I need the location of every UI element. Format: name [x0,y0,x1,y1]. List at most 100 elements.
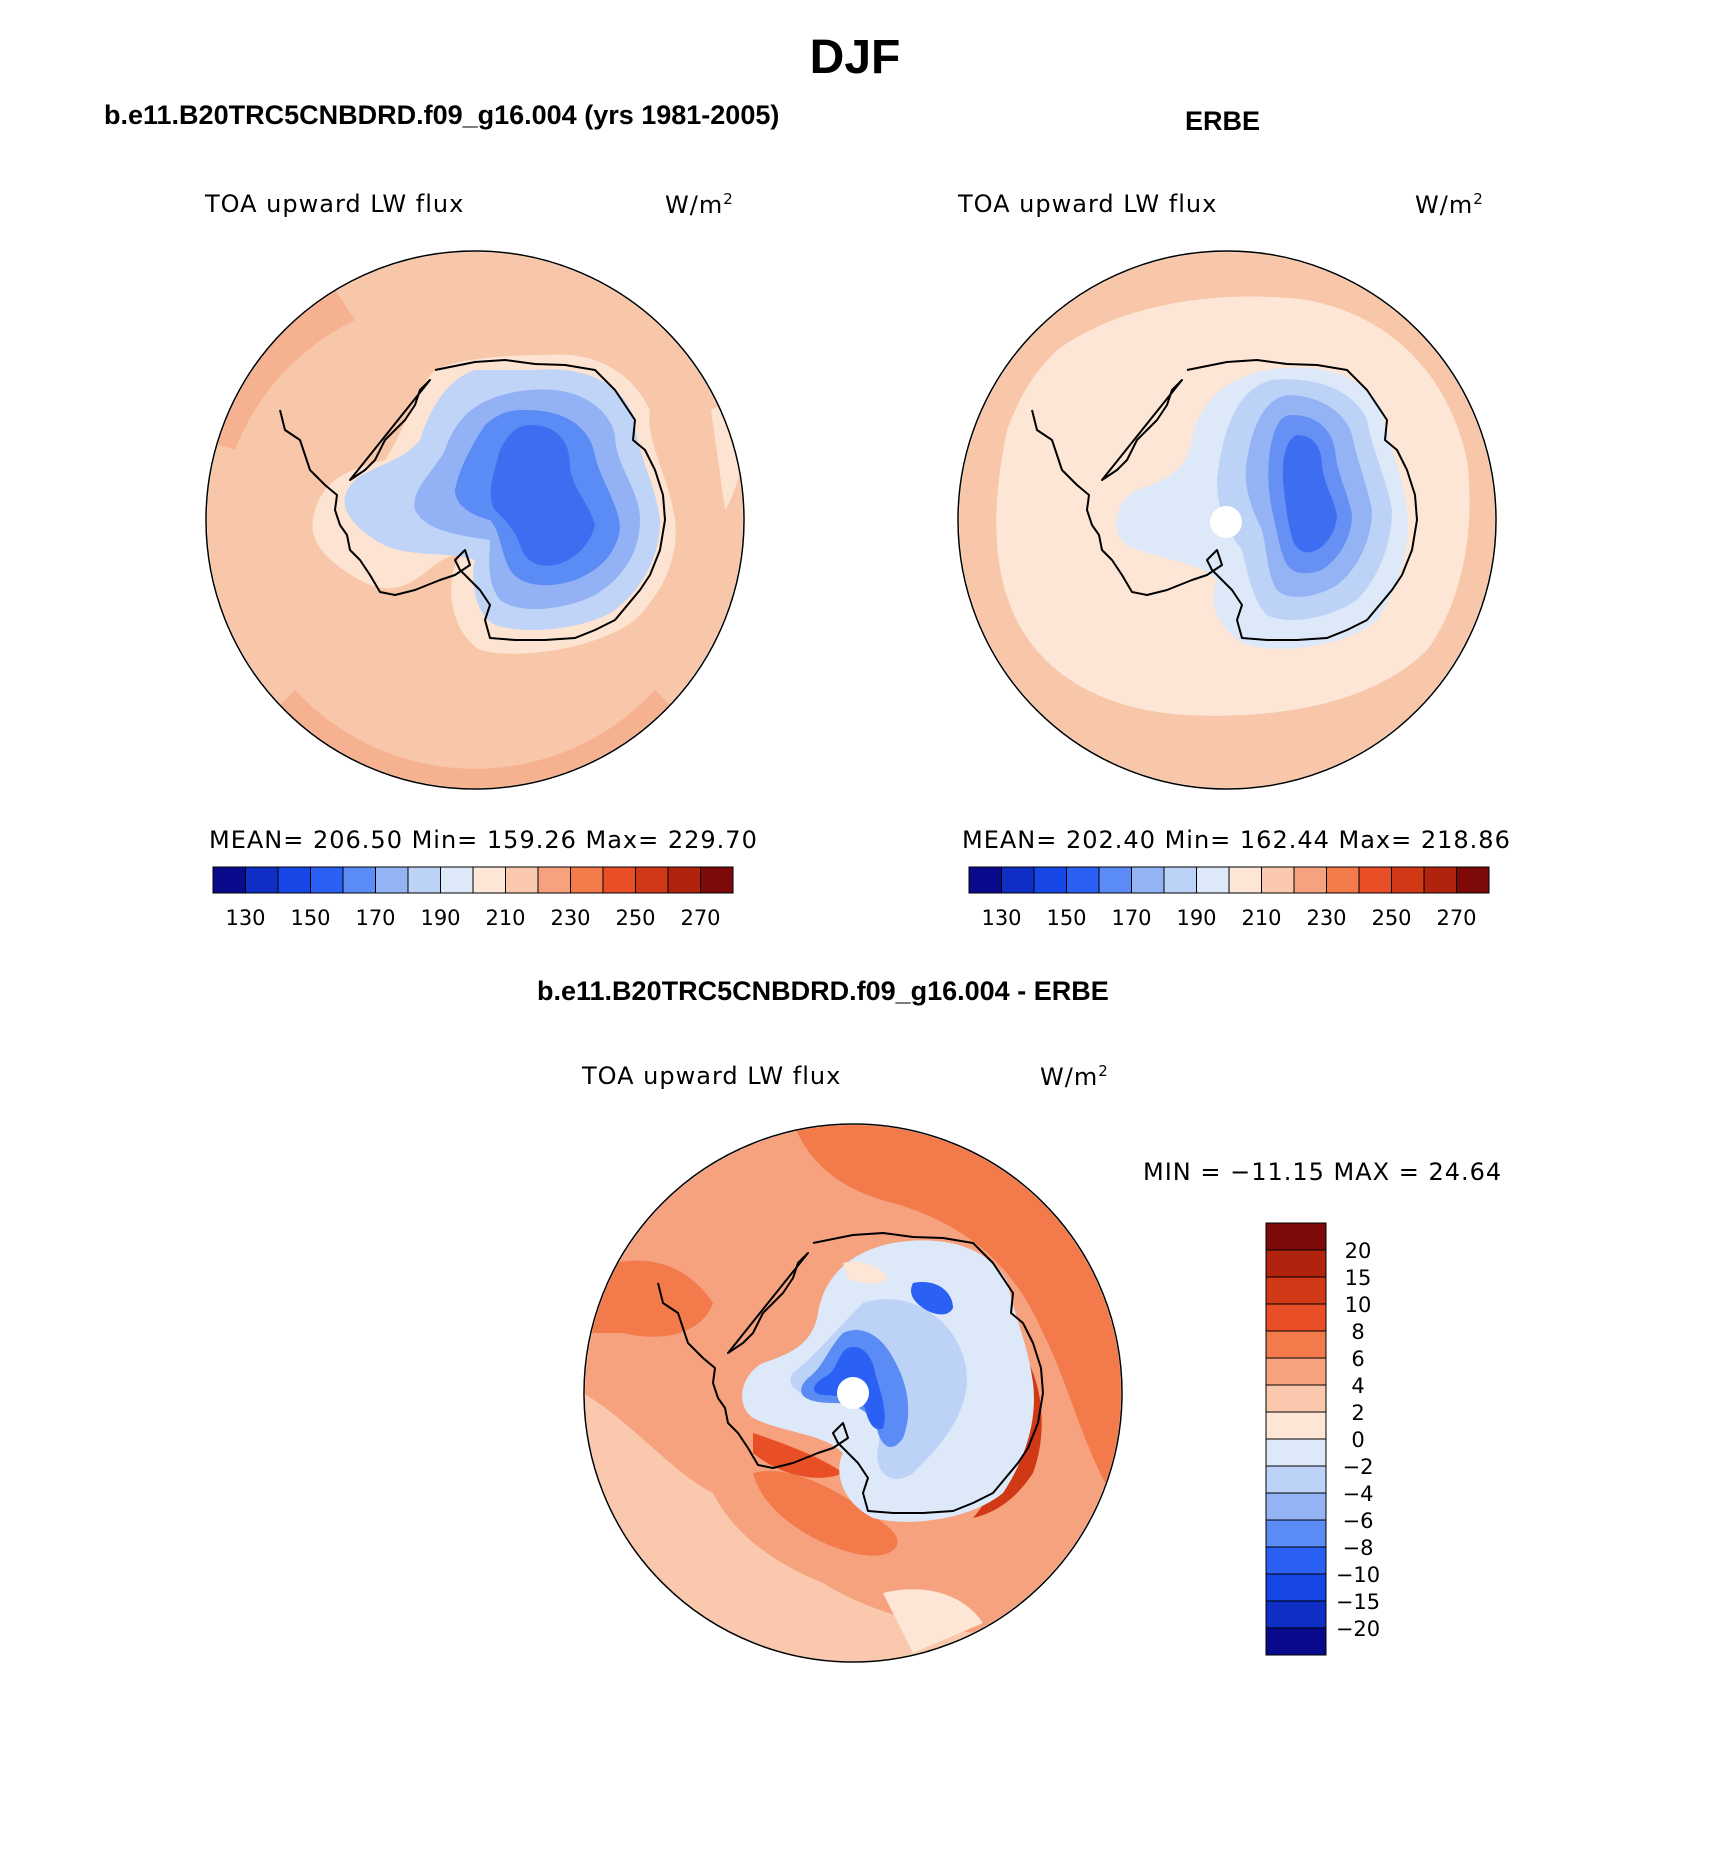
panel2-stats: MEAN= 202.40 Min= 162.44 Max= 218.86 [962,826,1511,854]
diff-colorbar-label: 2 [1351,1401,1364,1425]
panel1-colorbar-box [667,866,701,894]
diff-polar-map [583,1123,1123,1663]
panel1-colorbar-box [635,866,669,894]
panel2-colorbar-box [1098,866,1132,894]
diff-colorbar-label: −8 [1343,1536,1374,1560]
panel2-colorbar-label: 210 [1241,906,1281,930]
diff-colorbar-box [1265,1276,1327,1305]
diff-warm-patch-s [753,1471,898,1556]
page-title: DJF [809,31,901,84]
panel2-colorbar-box [1358,866,1392,894]
panel2-colorbar-box [1066,866,1100,894]
diff-warm-region-ne [793,1125,1121,1513]
panel2-contour-150 [1282,435,1337,553]
panel1-colorbar: 130 150 170 190 210 230 250 270 [212,866,734,930]
diff-colorbar-label: 15 [1345,1266,1372,1290]
panel1-colorbar-box [245,866,279,894]
panel2-colorbar-box [968,866,1002,894]
diff-neutral-patch-s [883,1589,983,1653]
panel1-colorbar-box [472,866,506,894]
diff-unit-label: W/m2 [1040,1062,1109,1091]
panel2-colorbar-box [1131,866,1165,894]
panel2-colorbar-label: 270 [1436,906,1476,930]
panel1-header: b.e11.B20TRC5CNBDRD.f09_g16.004 (yrs 198… [104,100,780,130]
panel1-colorbar-box [310,866,344,894]
diff-coastline [657,1232,1044,1514]
diff-colorbar-label: 8 [1351,1320,1364,1344]
panel2-colorbar-box [1456,866,1490,894]
panel2-colorbar-label: 130 [981,906,1021,930]
panel1-colorbar-box [505,866,539,894]
diff-colorbar-box [1265,1384,1327,1413]
panel1-polar-map [205,250,745,790]
diff-colorbar-box [1265,1627,1327,1656]
panel1-warm-rim-nw [207,290,355,450]
diff-colorbar-box [1265,1438,1327,1467]
panel2-polar-map [957,250,1497,790]
panel1-colorbar-box [212,866,246,894]
diff-cool-region-sw [585,1393,973,1661]
panel2-colorbar-label: 230 [1306,906,1346,930]
panel2-colorbar-box [1423,866,1457,894]
panel1-colorbar-label: 190 [420,906,460,930]
panel1-colorbar-label: 210 [485,906,525,930]
diff-neutral-patch-n [843,1261,888,1284]
diff-colorbar-label: −4 [1343,1482,1374,1506]
panel2-colorbar-label: 170 [1111,906,1151,930]
panel1-colorbar-box [537,866,571,894]
diff-colorbar-label: −10 [1336,1563,1380,1587]
diff-colorbar-box [1265,1492,1327,1521]
panel2-colorbar-label: 190 [1176,906,1216,930]
panel2-coastline [1031,359,1418,641]
diff-cold-patch-ne [911,1282,953,1315]
panel2-header: ERBE [1185,106,1261,136]
diff-colorbar-box [1265,1546,1327,1575]
diff-colorbar-label: 6 [1351,1347,1364,1371]
diff-minmax: MIN = −11.15 MAX = 24.64 [1143,1158,1503,1186]
panel2-map-border [957,250,1497,790]
panel2-colorbar-box [1228,866,1262,894]
panel1-colorbar-box [277,866,311,894]
panel2-colorbar-box [1293,866,1327,894]
panel1-colorbar-box [602,866,636,894]
diff-map-border [583,1123,1123,1663]
panel2-colorbar: 130 150 170 190 210 230 250 270 [968,866,1490,930]
panel1-colorbar-box [700,866,734,894]
panel2-colorbar-box [1261,866,1295,894]
panel1-colorbar-label: 130 [225,906,265,930]
panel2-colorbar-box [1391,866,1425,894]
panel1-colorbar-label: 230 [550,906,590,930]
panel1-colorbar-label: 250 [615,906,655,930]
panel2-colorbar-label: 150 [1046,906,1086,930]
diff-colorbar-box [1265,1222,1327,1251]
panel1-variable-label: TOA upward LW flux [205,190,465,218]
diff-colorbar-label: −2 [1343,1455,1374,1479]
panel2-colorbar-label: 250 [1371,906,1411,930]
diff-pole-hole [837,1377,869,1409]
diff-colorbar-label: 4 [1351,1374,1364,1398]
diff-colorbar-box [1265,1249,1327,1278]
diff-colorbar-box [1265,1519,1327,1548]
panel2-colorbar-box [1326,866,1360,894]
diff-colorbar-label: −6 [1343,1509,1374,1533]
panel2-colorbar-box [1033,866,1067,894]
panel1-colorbar-box [407,866,441,894]
panel2-unit-label: W/m2 [1415,190,1484,219]
diff-colorbar-box [1265,1330,1327,1359]
panel1-colorbar-box [570,866,604,894]
panel1-colorbar-box [440,866,474,894]
panel1-coastline [279,359,666,641]
diff-colorbar-label: −20 [1336,1617,1380,1641]
panel1-unit-label: W/m2 [665,190,734,219]
diff-colorbar-box [1265,1411,1327,1440]
panel1-stats: MEAN= 206.50 Min= 159.26 Max= 229.70 [209,826,758,854]
panel1-colorbar-label: 170 [355,906,395,930]
diff-colorbar-box [1265,1573,1327,1602]
diff-variable-label: TOA upward LW flux [582,1062,842,1090]
diff-colorbar-box [1265,1465,1327,1494]
diff-colorbar-label: 20 [1345,1239,1372,1263]
panel2-variable-label: TOA upward LW flux [958,190,1218,218]
diff-colorbar-label: 0 [1351,1428,1364,1452]
diff-header: b.e11.B20TRC5CNBDRD.f09_g16.004 - ERBE [537,976,1109,1006]
